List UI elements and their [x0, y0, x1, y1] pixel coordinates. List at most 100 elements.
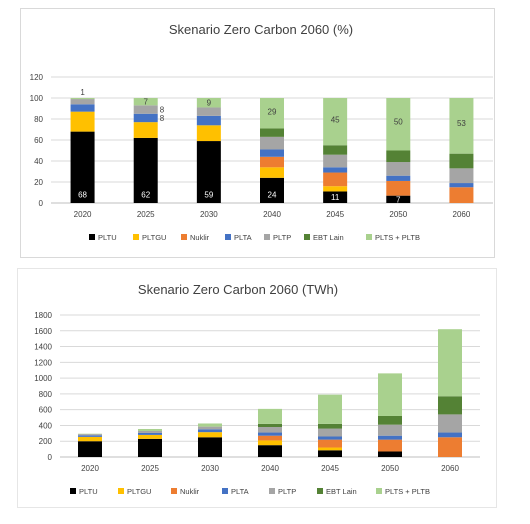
legend-label-plts-pltb: PLTS + PLTB: [375, 233, 420, 242]
data-label: 29: [268, 108, 277, 117]
bar-plta-2020: [78, 435, 102, 437]
bar-plta-2045: [323, 167, 348, 173]
y-tick-label: 120: [30, 73, 44, 82]
x-tick-label: 2025: [137, 210, 155, 219]
bar-pltgu-2040: [260, 167, 284, 178]
legend-swatch-plta: [225, 234, 231, 240]
bar-pltgu-2030: [196, 125, 221, 142]
x-tick-label: 2050: [389, 210, 407, 219]
data-label: 53: [457, 119, 466, 128]
bar-ebt-lain-2060: [438, 396, 462, 415]
data-label: 7: [396, 195, 401, 204]
bar-pltgu-2025: [138, 434, 162, 439]
bar-plts-pltb-2040: [260, 98, 284, 129]
bar-nuklir-2040: [258, 435, 282, 441]
legend-label-ebt-lain: EBT Lain: [313, 233, 344, 242]
y-tick-label: 1200: [34, 358, 52, 367]
legend-label-pltgu: PLTGU: [142, 233, 166, 242]
bar-nuklir-2060: [449, 187, 474, 203]
bar-ebt-lain-2060: [449, 153, 474, 169]
bar-pltu-2020: [70, 131, 95, 203]
bar-plts-pltb-2020: [70, 98, 95, 100]
bar-pltgu-2045: [318, 447, 342, 451]
bar-pltu-2020: [78, 441, 102, 457]
data-label: 8: [160, 106, 165, 115]
bar-pltu-2030: [196, 141, 221, 203]
bar-plta-2025: [133, 113, 158, 123]
legend-label-plts-pltb: PLTS + PLTB: [385, 487, 430, 496]
legend-swatch-pltp: [269, 488, 275, 494]
bar-pltp-2050: [386, 162, 411, 176]
bar-plta-2025: [138, 432, 162, 435]
bar-pltgu-2025: [133, 122, 158, 138]
bar-pltu-2040: [260, 177, 284, 203]
bar-ebt-lain-2040: [260, 128, 284, 137]
data-label: 24: [268, 191, 277, 200]
x-tick-label: 2025: [141, 464, 159, 473]
bar-plts-pltb-2045: [318, 394, 342, 424]
bar-nuklir-2045: [323, 172, 348, 187]
bar-plts-pltb-2025: [138, 428, 162, 431]
data-label: 8: [160, 114, 165, 123]
x-tick-label: 2030: [200, 210, 218, 219]
bar-nuklir-2050: [378, 439, 402, 452]
chart-title: Skenario Zero Carbon 2060 (%): [169, 22, 353, 37]
y-tick-label: 40: [34, 157, 43, 166]
bar-plts-pltb-2025: [133, 98, 158, 106]
bar-pltu-2050: [386, 195, 411, 203]
legend-swatch-pltgu: [133, 234, 139, 240]
legend-swatch-nuklir: [171, 488, 177, 494]
bar-plts-pltb-2050: [378, 373, 402, 416]
bar-pltgu-2020: [70, 111, 95, 132]
bar-plts-pltb-2060: [449, 98, 474, 154]
bar-pltgu-2030: [198, 432, 222, 438]
x-tick-label: 2020: [74, 210, 92, 219]
bar-plta-2060: [449, 183, 474, 188]
data-label: 1: [80, 88, 85, 97]
chart-twh: Skenario Zero Carbon 2060 (TWh) 0 200 400 60…: [34, 282, 480, 496]
bar-ebt-lain-2045: [318, 423, 342, 429]
bar-ebt-lain-2040: [258, 423, 282, 428]
y-tick-label: 400: [39, 421, 53, 430]
bar-pltu-2045: [323, 191, 348, 203]
bar-pltgu-2040: [258, 440, 282, 446]
x-tick-label: 2045: [326, 210, 344, 219]
data-label: 62: [141, 191, 150, 200]
bar-plta-2040: [260, 149, 284, 157]
legend-label-nuklir: Nuklir: [190, 233, 210, 242]
y-tick-label: 600: [39, 406, 53, 415]
y-tick-label: 1000: [34, 374, 52, 383]
chart-percent-panel: Skenario Zero Carbon 2060 (%) 0 20 40 60 80 10…: [20, 8, 495, 258]
data-label: 59: [204, 191, 213, 200]
bar-ebt-lain-2050: [386, 150, 411, 163]
x-tick-label: 2040: [263, 210, 281, 219]
bar-pltp-2040: [260, 136, 284, 150]
y-tick-label: 200: [39, 437, 53, 446]
x-tick-label: 2020: [81, 464, 99, 473]
bar-pltgu-2045: [323, 186, 348, 192]
bar-pltp-2030: [198, 426, 222, 430]
bar-pltp-2060: [449, 168, 474, 184]
y-tick-label: 100: [30, 94, 44, 103]
bar-ebt-lain-2050: [378, 415, 402, 425]
chart-twh-panel: Skenario Zero Carbon 2060 (TWh) 0 200 400 60…: [17, 268, 497, 508]
bar-pltp-2020: [70, 99, 95, 105]
bar-nuklir-2060: [438, 437, 462, 457]
bar-pltp-2025: [138, 430, 162, 433]
x-tick-label: 2030: [201, 464, 219, 473]
bar-nuklir-2050: [386, 180, 411, 196]
bar-plts-pltb-2050: [386, 98, 411, 151]
x-tick-label: 2045: [321, 464, 339, 473]
data-label: 68: [78, 191, 87, 200]
bar-pltp-2020: [78, 434, 102, 436]
bar-pltu-2030: [198, 437, 222, 457]
data-label: 45: [331, 115, 340, 124]
bar-nuklir-2040: [260, 156, 284, 168]
data-label: 9: [207, 98, 212, 107]
bar-pltu-2050: [378, 451, 402, 457]
legend-swatch-nuklir: [181, 234, 187, 240]
y-tick-label: 1400: [34, 343, 52, 352]
bar-plta-2030: [196, 115, 221, 126]
bar-plta-2045: [318, 436, 342, 440]
chart-percent: Skenario Zero Carbon 2060 (%)02040608010…: [30, 22, 493, 242]
